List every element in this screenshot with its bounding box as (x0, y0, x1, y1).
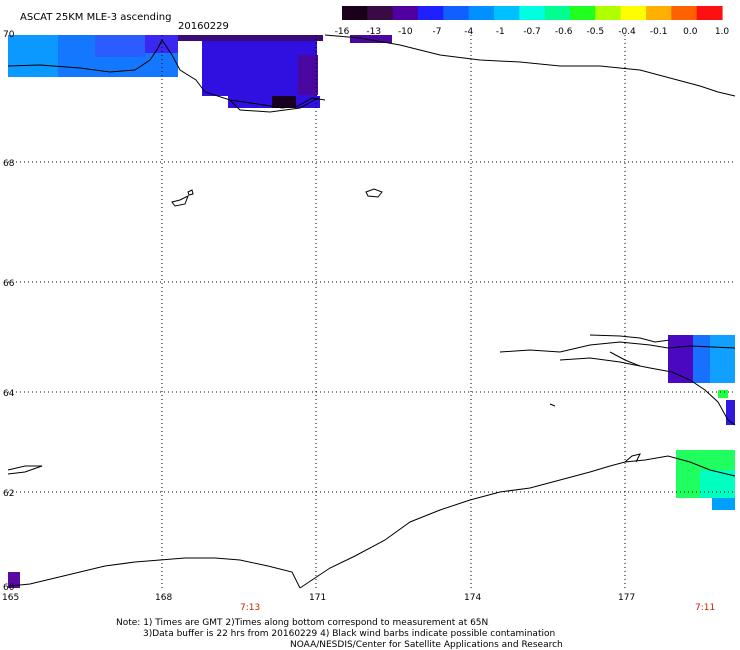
time-label-left: 7:13 (240, 603, 260, 613)
lat-label-64: 64 (3, 389, 15, 399)
lon-label-177: 177 (618, 593, 635, 603)
colorbar-swatch (620, 6, 647, 20)
colorbar-tick-label: -0.1 (650, 27, 668, 37)
colorbar-tick-label: -4 (464, 27, 473, 37)
color-scale-bar (342, 6, 723, 20)
colorbar-tick-label: -13 (366, 27, 381, 37)
colorbar-tick-label: -0.5 (587, 27, 605, 37)
footer-note-1: Note: 1) Times are GMT 2)Times along bot… (116, 618, 488, 628)
colorbar-swatch (671, 6, 698, 20)
lat-label-70: 70 (3, 30, 15, 40)
colorbar-tick-label: -0.4 (618, 27, 636, 37)
footer-note-2: 3)Data buffer is 22 hrs from 20160229 4)… (143, 629, 555, 639)
colorbar-swatch (443, 6, 470, 20)
colorbar-tick-label: -7 (433, 27, 442, 37)
longitude-gridlines (161, 35, 626, 588)
colorbar-tick-label: -10 (398, 27, 413, 37)
colorbar-swatch (696, 6, 723, 20)
colorbar-swatch (570, 6, 596, 20)
colorbar-tick-label: 0.0 (683, 27, 698, 37)
colorbar-tick-label: -0.6 (555, 27, 573, 37)
coastlines (7, 34, 736, 589)
colorbar-tick-label: -0.7 (523, 27, 541, 37)
lon-label-174: 174 (464, 593, 481, 603)
color-scale-labels: -16 -13 -10 -7 -4 -1 -0.7 -0.6 -0.5 -0.4 -0.1 0.0 1.… (335, 27, 730, 37)
map-date: 20160229 (178, 21, 229, 32)
colorbar-swatch (468, 6, 495, 20)
colorbar-swatch (367, 6, 394, 20)
colorbar-tick-label: 1.0 (715, 27, 730, 37)
swath-data-east (8, 335, 735, 588)
swath-data-northwest (8, 35, 392, 108)
colorbar-swatch (646, 6, 672, 20)
colorbar-swatch (494, 6, 520, 20)
colorbar-tick-label: -16 (335, 27, 350, 37)
lon-label-168: 168 (155, 593, 172, 603)
lon-label-165: 165 (2, 593, 19, 603)
lat-label-68: 68 (3, 159, 15, 169)
colorbar-swatch (519, 6, 546, 20)
map-frame (7, 34, 736, 589)
colorbar-swatch (544, 6, 571, 20)
footer-credit: NOAA/NESDIS/Center for Satellite Applica… (290, 640, 563, 650)
map-title: ASCAT 25KM MLE-3 ascending (20, 12, 171, 23)
colorbar-swatch (392, 6, 419, 20)
lat-label-60: 60 (3, 583, 15, 593)
colorbar-tick-label: -1 (496, 27, 505, 37)
colorbar-swatch (595, 6, 622, 20)
latitude-gridlines (8, 161, 735, 493)
lon-label-171: 171 (309, 593, 326, 603)
colorbar-swatch (342, 6, 368, 20)
colorbar-swatch (418, 6, 444, 20)
lat-label-66: 66 (3, 279, 15, 289)
time-label-right: 7:11 (695, 603, 715, 613)
lat-label-62: 62 (3, 489, 14, 499)
